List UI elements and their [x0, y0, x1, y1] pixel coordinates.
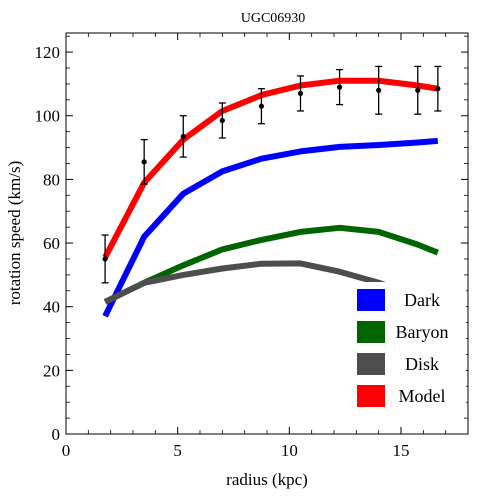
data-point: [435, 86, 441, 92]
legend-item-disk: Disk: [357, 353, 439, 375]
data-point: [297, 90, 304, 97]
data-point: [336, 84, 343, 90]
observed-points: [101, 65, 442, 284]
y-tick-label: 60: [43, 234, 60, 253]
data-point: [141, 159, 147, 165]
legend-label: Model: [399, 386, 446, 406]
observed-point: [257, 88, 265, 125]
y-axis-title: rotation speed (km/s): [5, 161, 24, 305]
observed-point: [297, 75, 304, 112]
legend: Dark Baryon Disk Model: [349, 282, 466, 416]
data-point: [415, 87, 421, 93]
series-line-baryon: [103, 224, 439, 305]
series-line-dark: [102, 137, 439, 318]
legend-swatch: [357, 321, 385, 343]
observed-point: [179, 115, 187, 158]
observed-point: [218, 102, 226, 139]
data-point: [376, 87, 382, 93]
legend-swatch: [357, 289, 385, 311]
observed-point: [414, 65, 422, 115]
legend-item-baryon: Baryon: [357, 321, 449, 343]
legend-item-model: Model: [357, 385, 446, 407]
data-point: [180, 133, 186, 140]
legend-swatch: [357, 353, 385, 375]
observed-point: [336, 68, 344, 106]
legend-label: Baryon: [396, 322, 449, 342]
y-tick-label: 100: [35, 107, 61, 126]
observed-point: [375, 65, 383, 115]
x-tick-label: 0: [62, 441, 71, 460]
chart-title: UGC06930: [241, 11, 306, 26]
x-tick-label: 15: [393, 441, 410, 460]
series-line-model: [102, 77, 439, 259]
observed-point: [140, 138, 148, 185]
data-point: [102, 256, 108, 262]
axis-ticks: 0 5 10 15 0 20 40 60 80 100 120: [35, 33, 468, 460]
legend-label: Dark: [404, 290, 440, 310]
series-lines: [102, 77, 439, 318]
x-axis-title: radius (kpc): [226, 470, 308, 489]
y-tick-label: 40: [43, 298, 60, 317]
observed-point: [101, 234, 109, 284]
y-tick-label: 20: [43, 361, 60, 380]
data-point: [219, 117, 225, 124]
data-point: [258, 103, 265, 109]
y-tick-label: 120: [35, 43, 61, 62]
x-tick-label: 5: [173, 441, 182, 460]
legend-swatch: [357, 385, 385, 407]
legend-label: Disk: [405, 354, 439, 374]
legend-item-dark: Dark: [357, 289, 440, 311]
y-tick-label: 80: [43, 170, 60, 189]
y-tick-label: 0: [52, 425, 61, 444]
observed-point: [434, 65, 442, 112]
x-tick-label: 10: [281, 441, 298, 460]
